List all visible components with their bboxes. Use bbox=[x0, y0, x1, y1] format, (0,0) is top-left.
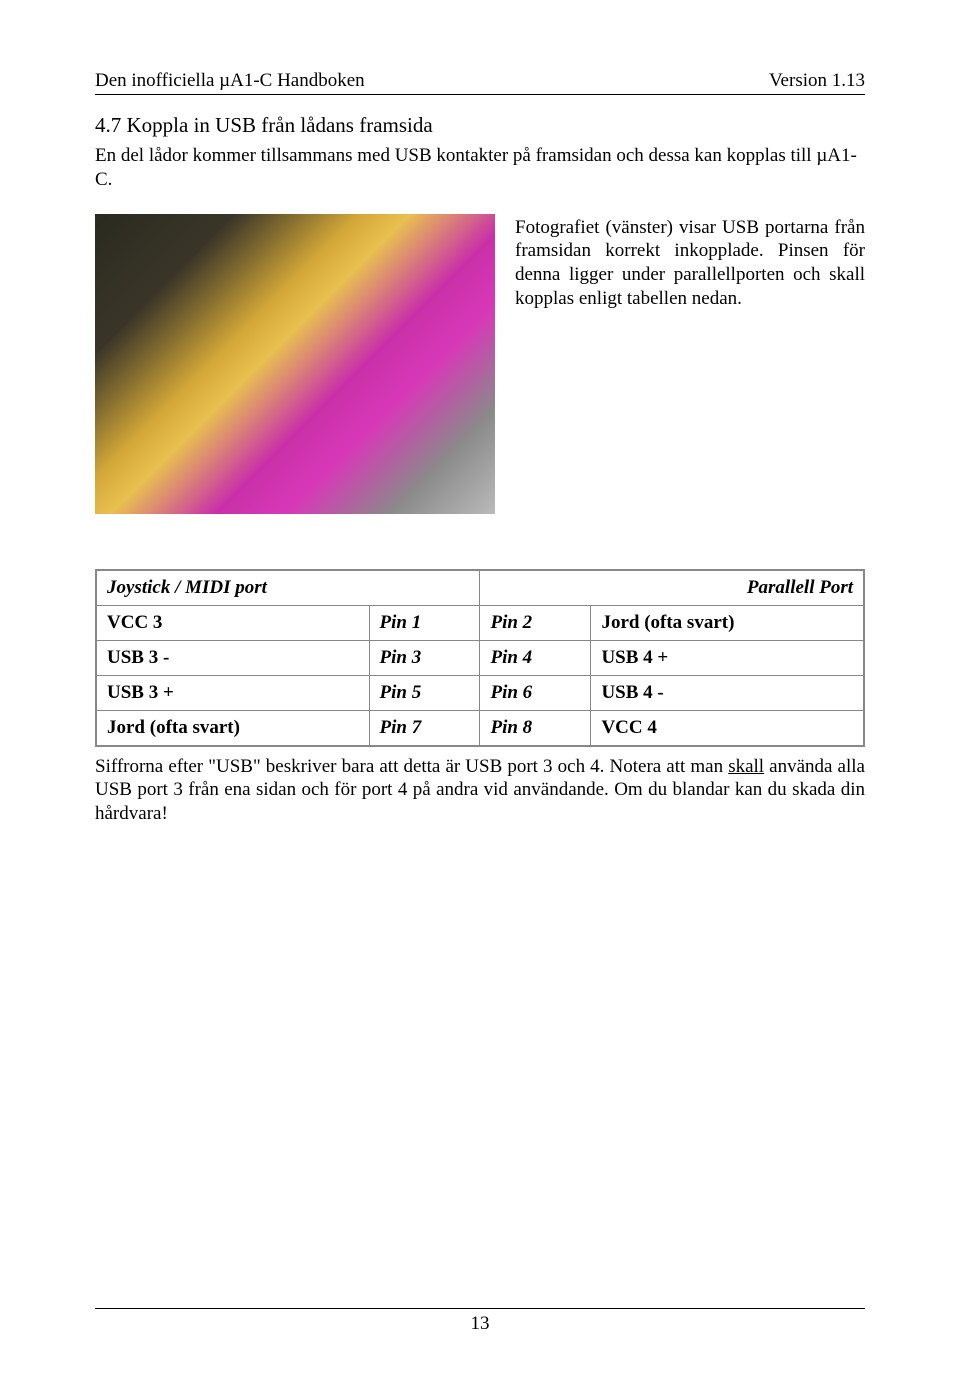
cell: Pin 5 bbox=[369, 675, 480, 710]
cell: USB 3 + bbox=[97, 675, 370, 710]
cell: Pin 7 bbox=[369, 710, 480, 745]
photo-row: Fotografiet (vänster) visar USB portarna… bbox=[95, 214, 865, 514]
table-header-row: Joystick / MIDI port Parallell Port bbox=[97, 570, 864, 605]
pin-table-wrap: Joystick / MIDI port Parallell Port VCC … bbox=[95, 569, 865, 747]
cell: VCC 3 bbox=[97, 605, 370, 640]
cell: USB 4 + bbox=[591, 640, 864, 675]
table-row: USB 3 + Pin 5 Pin 6 USB 4 - bbox=[97, 675, 864, 710]
cell: USB 3 - bbox=[97, 640, 370, 675]
usb-photo bbox=[95, 214, 495, 514]
table-row: USB 3 - Pin 3 Pin 4 USB 4 + bbox=[97, 640, 864, 675]
cell: Pin 6 bbox=[480, 675, 591, 710]
table-row: VCC 3 Pin 1 Pin 2 Jord (ofta svart) bbox=[97, 605, 864, 640]
page-footer: 13 bbox=[95, 1308, 865, 1335]
note-part1: Siffrorna efter "USB" beskriver bara att… bbox=[95, 756, 728, 777]
note-underlined: skall bbox=[728, 756, 764, 777]
cell: Pin 4 bbox=[480, 640, 591, 675]
pin-table: Joystick / MIDI port Parallell Port VCC … bbox=[96, 570, 864, 746]
cell: Pin 3 bbox=[369, 640, 480, 675]
cell: Pin 2 bbox=[480, 605, 591, 640]
cell: Jord (ofta svart) bbox=[97, 710, 370, 745]
page-header: Den inofficiella µA1-C Handboken Version… bbox=[95, 70, 865, 95]
cell: USB 4 - bbox=[591, 675, 864, 710]
table-row: Jord (ofta svart) Pin 7 Pin 8 VCC 4 bbox=[97, 710, 864, 745]
cell: Jord (ofta svart) bbox=[591, 605, 864, 640]
photo-caption: Fotografiet (vänster) visar USB portarna… bbox=[515, 214, 865, 514]
header-right: Version 1.13 bbox=[769, 70, 865, 92]
note-text: Siffrorna efter "USB" beskriver bara att… bbox=[95, 755, 865, 826]
cell: Pin 1 bbox=[369, 605, 480, 640]
cell: VCC 4 bbox=[591, 710, 864, 745]
page-number: 13 bbox=[471, 1313, 490, 1334]
document-page: Den inofficiella µA1-C Handboken Version… bbox=[0, 0, 960, 1390]
table-header-right: Parallell Port bbox=[480, 570, 864, 605]
header-left: Den inofficiella µA1-C Handboken bbox=[95, 70, 365, 92]
section-title: 4.7 Koppla in USB från lådans framsida bbox=[95, 113, 865, 138]
section-intro: En del lådor kommer tillsammans med USB … bbox=[95, 144, 865, 192]
table-header-left: Joystick / MIDI port bbox=[97, 570, 480, 605]
cell: Pin 8 bbox=[480, 710, 591, 745]
